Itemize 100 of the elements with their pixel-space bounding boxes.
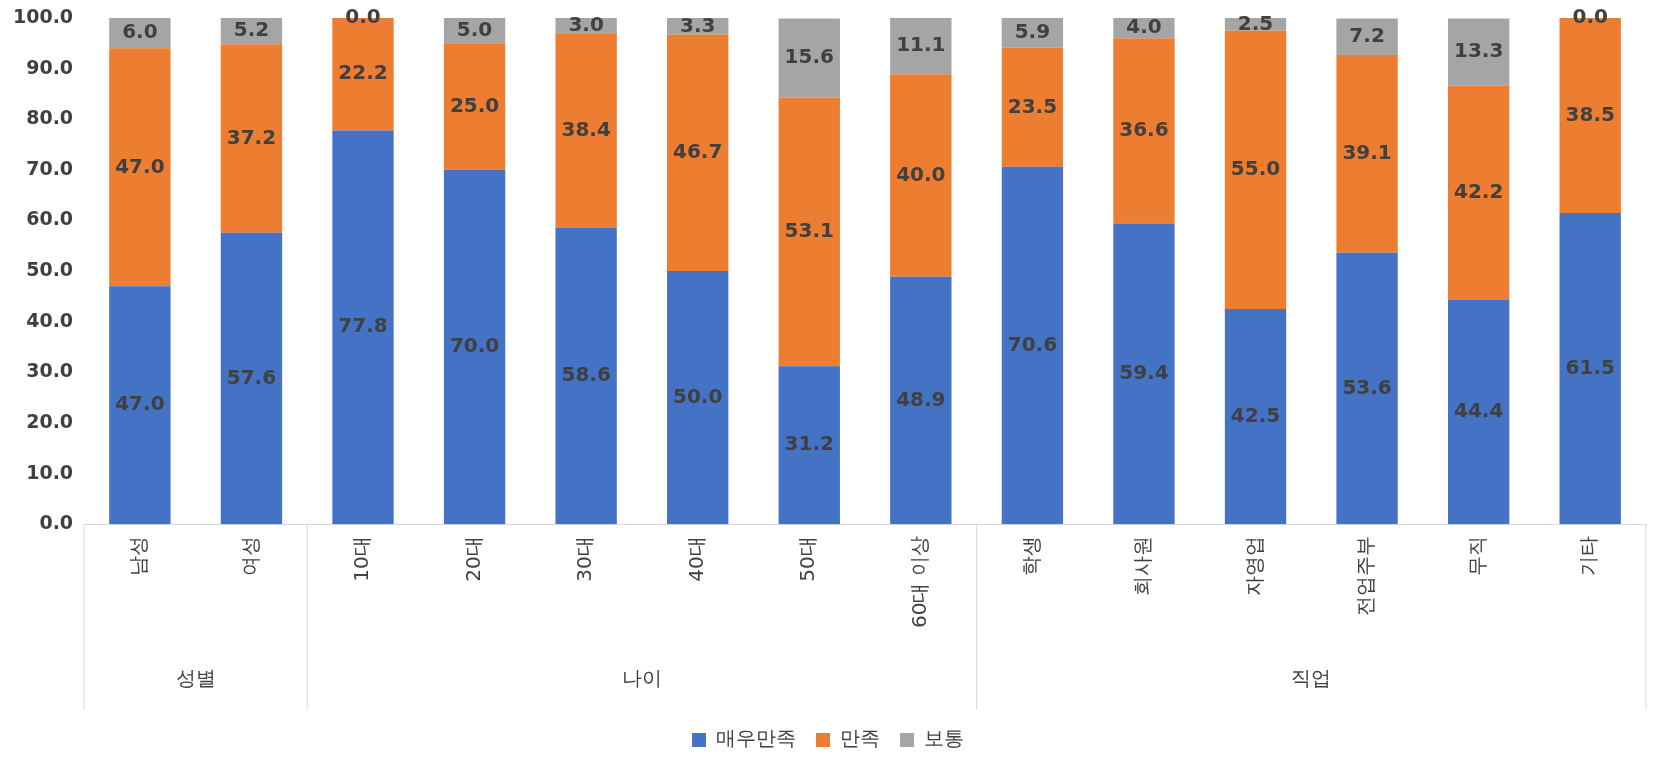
data-label: 59.4	[1119, 360, 1169, 385]
data-label: 2.5	[1237, 10, 1274, 35]
bar	[1447, 85, 1510, 300]
data-label: 77.8	[338, 313, 388, 338]
x-tick-label: 기타	[1576, 536, 1601, 577]
x-tick-label: 무직	[1464, 536, 1489, 577]
data-label: 55.0	[1230, 156, 1281, 181]
x-tick-label: 남성	[126, 536, 151, 577]
y-tick-label: 30.0	[26, 359, 74, 382]
data-label: 11.1	[896, 32, 946, 57]
data-label: 38.4	[561, 116, 611, 141]
text: 성별	[175, 666, 216, 691]
x-tick-label: 자영업	[1241, 536, 1266, 597]
bar	[1336, 18, 1398, 55]
x-tick-label: 50대	[795, 536, 820, 582]
bar	[1001, 166, 1064, 525]
text: 나이	[621, 666, 662, 691]
data-label: 37.2	[226, 124, 277, 149]
data-label: 57.6	[226, 364, 277, 389]
bar	[109, 286, 171, 525]
data-label: 48.9	[896, 386, 946, 411]
bar	[1224, 30, 1287, 310]
bar	[667, 271, 729, 525]
bar	[1447, 299, 1510, 525]
bar	[1336, 54, 1398, 253]
x-tick-label: 학생	[1018, 536, 1043, 577]
y-tick-label: 90.0	[26, 55, 74, 78]
x-tick-label: 10대	[349, 536, 374, 582]
data-label: 3.3	[679, 12, 716, 37]
y-tick-label: 100.0	[12, 4, 74, 27]
y-tick-label: 20.0	[26, 409, 74, 432]
text: 직업	[1291, 666, 1332, 691]
data-label: 31.2	[784, 431, 834, 456]
data-label: 70.6	[1007, 331, 1058, 356]
data-label: 3.0	[568, 11, 604, 36]
data-label: 23.5	[1007, 93, 1058, 118]
bar	[890, 276, 952, 525]
data-label: 47.0	[115, 153, 165, 178]
data-label: 4.0	[1126, 14, 1162, 39]
x-tick-label: 전업주부	[1353, 536, 1378, 617]
bar	[443, 169, 506, 525]
x-tick-label: 20대	[460, 536, 485, 582]
bar	[1559, 212, 1621, 525]
bar	[890, 74, 952, 277]
bar	[890, 18, 952, 75]
bar	[778, 97, 840, 367]
data-label: 46.7	[673, 139, 723, 164]
x-tick-label: 여성	[237, 536, 262, 577]
data-label: 13.3	[1453, 38, 1504, 63]
data-label: 7.2	[1349, 22, 1385, 47]
bar	[778, 366, 840, 525]
y-tick-label: 80.0	[26, 106, 74, 129]
y-tick-label: 10.0	[26, 460, 74, 483]
bar	[1113, 38, 1175, 224]
data-label: 44.4	[1453, 398, 1504, 423]
bar	[1447, 18, 1510, 86]
bar	[1224, 309, 1287, 525]
legend-label: 만족	[840, 726, 880, 751]
data-label: 70.0	[449, 333, 500, 358]
bar	[109, 48, 171, 287]
bar	[1001, 47, 1064, 167]
data-label: 5.0	[456, 16, 493, 41]
data-label: 61.5	[1565, 354, 1615, 379]
bar	[555, 227, 617, 525]
x-tick-label: 60대 이상	[907, 536, 932, 629]
legend-label: 보통	[924, 726, 964, 751]
data-label: 36.6	[1119, 117, 1169, 142]
x-tick-label: 40대	[683, 536, 708, 582]
bar	[555, 33, 617, 228]
y-tick-label: 60.0	[26, 207, 74, 230]
data-label: 53.6	[1342, 374, 1392, 399]
bar	[220, 232, 283, 525]
y-tick-label: 40.0	[26, 308, 74, 331]
x-tick-label: 회사원	[1130, 536, 1155, 597]
data-label: 38.5	[1565, 101, 1615, 126]
data-label: 5.2	[233, 17, 270, 42]
data-label: 25.0	[449, 92, 500, 117]
data-label: 5.9	[1014, 19, 1051, 44]
y-tick-label: 50.0	[26, 258, 74, 281]
data-label: 22.2	[338, 60, 388, 85]
data-label: 42.2	[1453, 178, 1504, 203]
legend-label: 매우만족	[716, 726, 796, 751]
bar	[667, 34, 729, 272]
data-label: 39.1	[1342, 140, 1392, 165]
data-label: 15.6	[784, 44, 834, 69]
x-tick-label: 30대	[572, 536, 597, 582]
data-label: 58.6	[561, 362, 611, 387]
bar	[443, 43, 506, 170]
bar	[778, 18, 840, 98]
data-label: 53.1	[784, 218, 834, 243]
bar	[1113, 223, 1175, 525]
data-label: 47.0	[115, 391, 165, 416]
data-label: 50.0	[673, 383, 723, 408]
data-label: 40.0	[896, 161, 946, 186]
data-label: 6.0	[122, 19, 158, 44]
bar	[220, 44, 283, 233]
y-tick-label: 0.0	[39, 511, 74, 534]
data-label: 42.5	[1230, 402, 1281, 427]
bar	[1336, 252, 1398, 525]
y-tick-label: 70.0	[26, 156, 74, 179]
